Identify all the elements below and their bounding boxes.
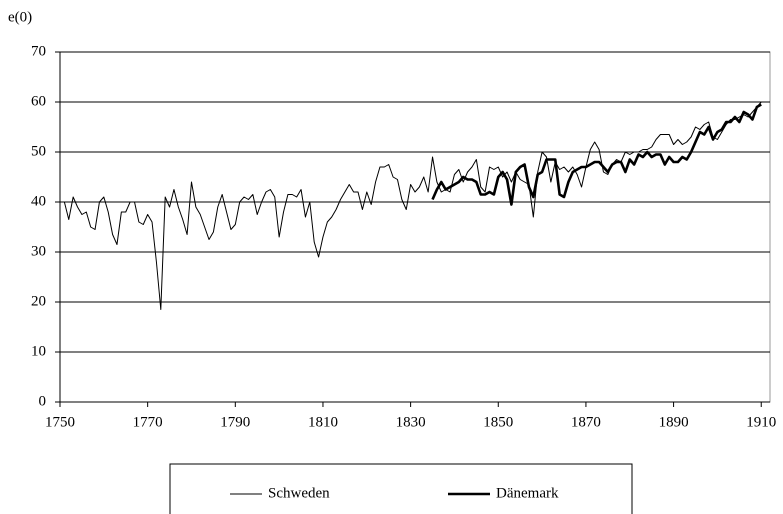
y-tick-label: 50 <box>31 143 46 159</box>
series-line <box>63 101 762 310</box>
y-tick-label: 30 <box>31 243 46 259</box>
series-line <box>431 103 762 206</box>
legend-box <box>169 463 633 514</box>
x-tick-label: 1790 <box>220 414 250 430</box>
legend-label: Dänemark <box>496 485 559 501</box>
x-tick-label: 1810 <box>308 414 338 430</box>
y-axis-label: e(0) <box>8 9 32 25</box>
y-tick-label: 60 <box>31 93 46 109</box>
plot-frame <box>59 51 771 403</box>
x-tick-label: 1830 <box>396 414 426 430</box>
x-tick-label: 1870 <box>571 414 601 430</box>
legend-label: Schweden <box>268 485 330 501</box>
x-tick-label: 1890 <box>659 414 689 430</box>
x-tick-label: 1910 <box>746 414 776 430</box>
x-tick-label: 1750 <box>45 414 75 430</box>
y-tick-label: 0 <box>39 393 47 409</box>
y-tick-label: 70 <box>31 43 46 59</box>
y-tick-label: 40 <box>31 193 46 209</box>
x-tick-label: 1770 <box>133 414 163 430</box>
y-tick-label: 20 <box>31 293 46 309</box>
y-tick-label: 10 <box>31 343 46 359</box>
x-tick-label: 1850 <box>483 414 513 430</box>
